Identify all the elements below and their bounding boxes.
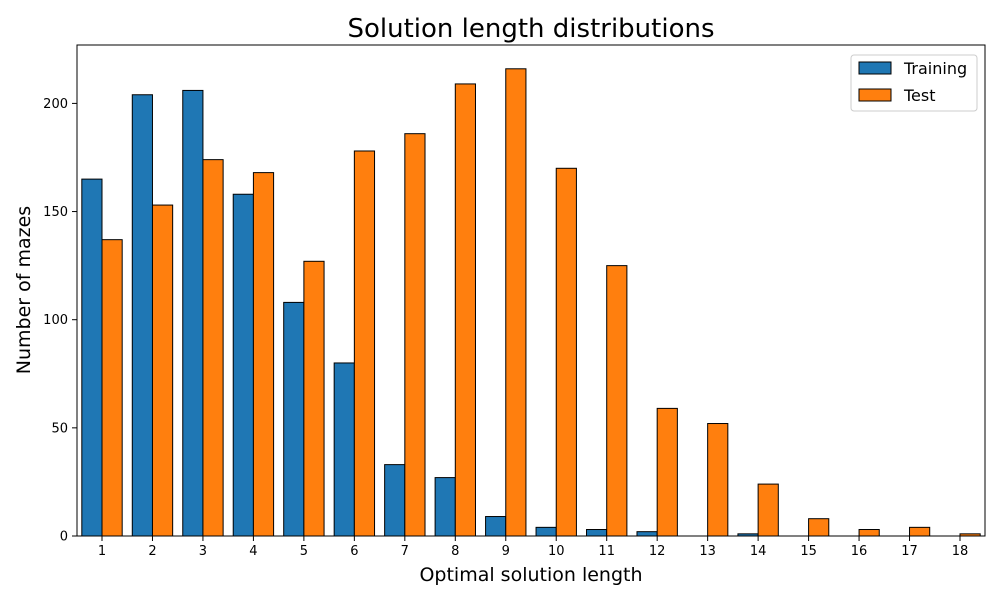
- bar-test-8: [454, 83, 476, 537]
- x-tick-label-14: 14: [750, 544, 767, 559]
- bar-training-3: [182, 89, 204, 537]
- legend-swatch-training: [858, 61, 892, 75]
- bar-training-12: [636, 531, 658, 537]
- x-tick-label-12: 12: [649, 544, 666, 559]
- legend-label-training: Training: [903, 59, 967, 78]
- bar-test-16: [858, 529, 880, 537]
- x-tick-label-4: 4: [249, 544, 257, 559]
- x-tick-label-11: 11: [598, 544, 615, 559]
- bar-test-2: [151, 204, 174, 537]
- y-tick-label-150: 150: [43, 205, 68, 220]
- x-tick-label-1: 1: [98, 544, 106, 559]
- x-tick-label-7: 7: [401, 544, 409, 559]
- x-axis-title: Optimal solution length: [419, 564, 642, 586]
- x-tick-label-8: 8: [451, 544, 459, 559]
- bar-test-10: [555, 167, 577, 537]
- bars-group: [81, 68, 981, 537]
- bar-training-8: [434, 477, 456, 537]
- bar-test-3: [202, 159, 224, 537]
- x-axis-ticks: 1 2 3 4 5 6 7 8 9 10 11 12 13 14 15 16 17 18: [98, 536, 968, 559]
- bar-test-13: [707, 423, 729, 537]
- y-tick-label-50: 50: [51, 421, 68, 436]
- bar-training-10: [535, 526, 557, 537]
- bar-test-12: [656, 407, 678, 537]
- bar-training-7: [384, 464, 406, 537]
- x-tick-label-6: 6: [350, 544, 358, 559]
- bar-training-11: [586, 529, 608, 537]
- x-tick-label-13: 13: [699, 544, 716, 559]
- bar-training-9: [485, 516, 507, 537]
- bar-test-6: [353, 150, 376, 537]
- bar-test-7: [404, 133, 426, 537]
- bar-training-6: [333, 362, 355, 537]
- legend-label-test: Test: [903, 86, 936, 105]
- x-tick-label-2: 2: [148, 544, 156, 559]
- bar-training-4: [232, 193, 254, 537]
- bar-test-17: [909, 526, 931, 537]
- bar-test-1: [101, 239, 123, 537]
- bar-test-14: [757, 483, 779, 537]
- x-tick-label-16: 16: [851, 544, 868, 559]
- bar-test-9: [505, 68, 527, 537]
- x-tick-label-9: 9: [502, 544, 510, 559]
- bar-training-1: [81, 178, 103, 537]
- x-tick-label-17: 17: [901, 544, 918, 559]
- x-tick-label-10: 10: [548, 544, 565, 559]
- bar-test-5: [303, 260, 325, 537]
- y-axis-title: Number of mazes: [13, 206, 35, 374]
- bar-test-4: [252, 172, 275, 537]
- x-tick-label-15: 15: [800, 544, 817, 559]
- y-tick-label-0: 0: [60, 530, 68, 545]
- chart-title: Solution length distributions: [347, 14, 714, 44]
- x-tick-label-18: 18: [952, 544, 969, 559]
- y-tick-label-100: 100: [43, 313, 68, 328]
- bar-training-2: [131, 94, 153, 537]
- bar-test-11: [606, 265, 628, 537]
- bar-training-5: [283, 301, 305, 537]
- y-axis-ticks: 0 50 100 150 200: [43, 97, 77, 545]
- x-tick-label-3: 3: [199, 544, 207, 559]
- bar-test-15: [808, 518, 830, 537]
- legend-swatch-test: [858, 88, 892, 102]
- plot-frame: [76, 44, 986, 537]
- y-tick-label-200: 200: [43, 97, 68, 112]
- x-tick-label-5: 5: [300, 544, 308, 559]
- legend: Training Test: [850, 54, 978, 112]
